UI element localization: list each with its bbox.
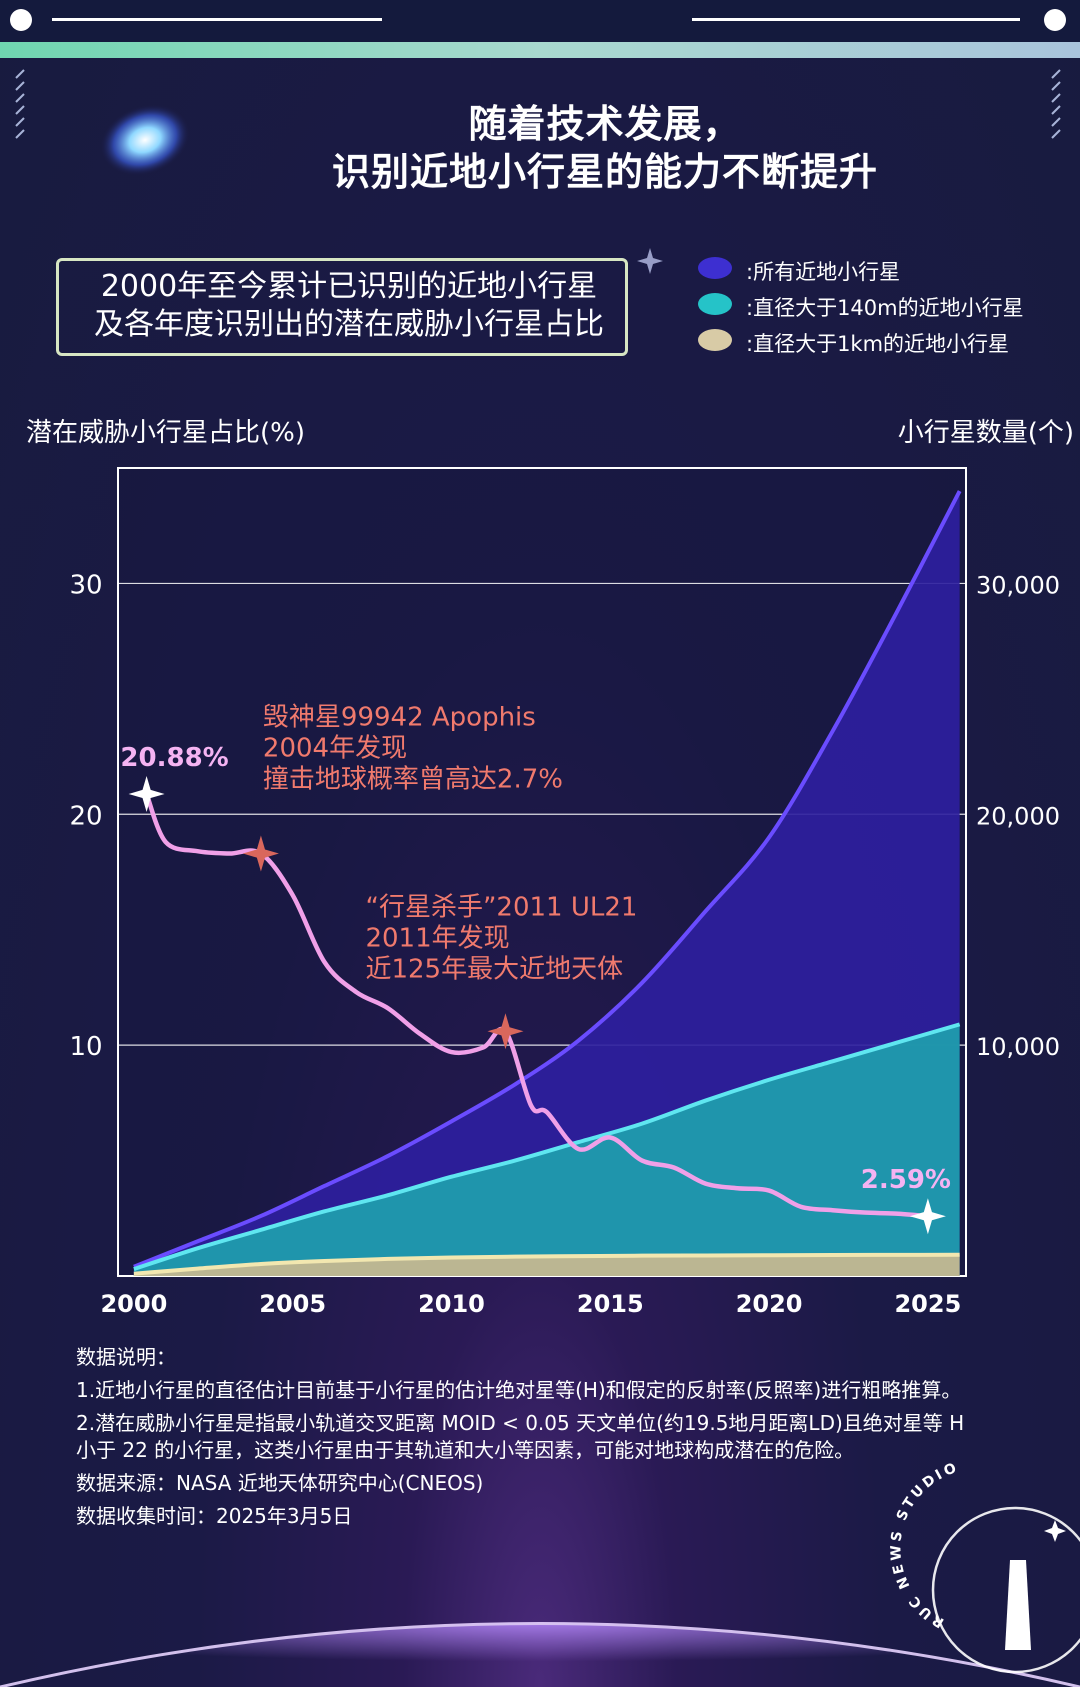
title-line-2: 识别近地小行星的能力不断提升 <box>331 150 878 194</box>
notes-date: 数据收集时间：2025年3月5日 <box>76 1504 353 1528</box>
left-tick-label: 10 <box>69 1032 102 1062</box>
left-hatch-decoration <box>15 69 25 139</box>
sparkle-icon <box>637 248 663 274</box>
subtitle-frame <box>56 258 628 356</box>
140m-asteroids-area <box>133 1024 960 1276</box>
annotation-text: 近125年最大近地天体 <box>365 954 623 984</box>
x-tick-label: 2010 <box>418 1290 485 1318</box>
annotation-text: 2011年发现 <box>365 923 509 953</box>
legend-swatch-140m <box>698 293 732 315</box>
notes-heading: 数据说明： <box>76 1345 176 1369</box>
top-bar <box>0 0 1080 42</box>
threat-ratio-line <box>144 793 929 1219</box>
data-notes: 数据说明： 1.近地小行星的直径估计目前基于小行星的估计绝对星等(H)和假定的反… <box>76 1344 976 1536</box>
right-dot-icon <box>1044 9 1066 31</box>
140m-asteroids-line <box>133 1022 961 1271</box>
left-tick-label: 30 <box>69 570 102 600</box>
title-line-1: 随着技术发展， <box>468 102 742 146</box>
white-star-marker <box>128 775 165 812</box>
all-asteroids-area <box>133 491 960 1277</box>
event-star-marker <box>242 835 279 872</box>
event-star-marker <box>487 1013 524 1050</box>
left-dot-icon <box>10 9 32 31</box>
x-tick-label: 2000 <box>100 1290 167 1318</box>
legend-item-1km: :直径大于1km的近地小行星 <box>698 324 1078 360</box>
left-tick-label: 20 <box>69 801 102 831</box>
1km-asteroids-line <box>133 1252 960 1276</box>
subtitle-line-2: 及各年度识别出的潜在威胁小行星占比 <box>94 307 604 342</box>
legend-item-all: :所有近地小行星 <box>698 252 1078 288</box>
legend-swatch-1km <box>698 329 732 351</box>
legend-label-140m: :直径大于140m的近地小行星 <box>746 296 1024 320</box>
left-rule <box>52 18 382 21</box>
left-axis-title: 潜在威胁小行星占比(%) <box>26 418 305 448</box>
right-axis-title: 小行星数量(个) <box>897 418 1074 448</box>
white-star-marker <box>909 1198 946 1235</box>
ratio-data-label: 20.88% <box>120 743 228 773</box>
right-hatch-decoration <box>1051 69 1061 139</box>
notes-item-2: 2.潜在威胁小行星是指最小轨道交叉距离 MOID < 0.05 天文单位(约19… <box>76 1411 965 1462</box>
annotation-text: “行星杀手”2011 UL21 <box>365 892 637 922</box>
x-tick-label: 2025 <box>894 1290 961 1318</box>
all-asteroids-line <box>133 490 962 1269</box>
x-tick-label: 2005 <box>259 1290 326 1318</box>
legend-swatch-all <box>698 257 732 279</box>
x-tick-label: 2015 <box>577 1290 644 1318</box>
legend-label-all: :所有近地小行星 <box>746 260 901 284</box>
right-tick-label: 30,000 <box>976 571 1060 599</box>
ratio-data-label: 2.59% <box>861 1165 951 1195</box>
legend-item-140m: :直径大于140m的近地小行星 <box>698 288 1078 324</box>
galaxy-icon <box>100 104 190 176</box>
annotation-text: 2004年发现 <box>263 734 407 764</box>
notes-source: 数据来源：NASA 近地天体研究中心(CNEOS) <box>76 1471 484 1495</box>
subtitle-line-1: 2000年至今累计已识别的近地小行星 <box>100 269 598 304</box>
top-color-strip <box>0 42 1080 58</box>
right-rule <box>692 18 1020 21</box>
page-title: 随着技术发展， 识别近地小行星的能力不断提升 <box>200 100 1010 196</box>
right-tick-label: 20,000 <box>976 802 1060 830</box>
chart-subtitle: 2000年至今累计已识别的近地小行星 及各年度识别出的潜在威胁小行星占比 <box>74 268 624 344</box>
x-tick-label: 2020 <box>736 1290 803 1318</box>
1km-asteroids-area <box>133 1254 960 1276</box>
right-tick-label: 10,000 <box>976 1033 1060 1061</box>
planet-horizon <box>0 1622 1080 1687</box>
annotation-text: 撞击地球概率曾高达2.7% <box>263 765 563 795</box>
legend-label-1km: :直径大于1km的近地小行星 <box>746 332 1010 356</box>
notes-item-1: 1.近地小行星的直径估计目前基于小行星的估计绝对星等(H)和假定的反射率(反照率… <box>76 1378 962 1402</box>
annotation-text: 毁神星99942 Apophis <box>263 703 536 733</box>
